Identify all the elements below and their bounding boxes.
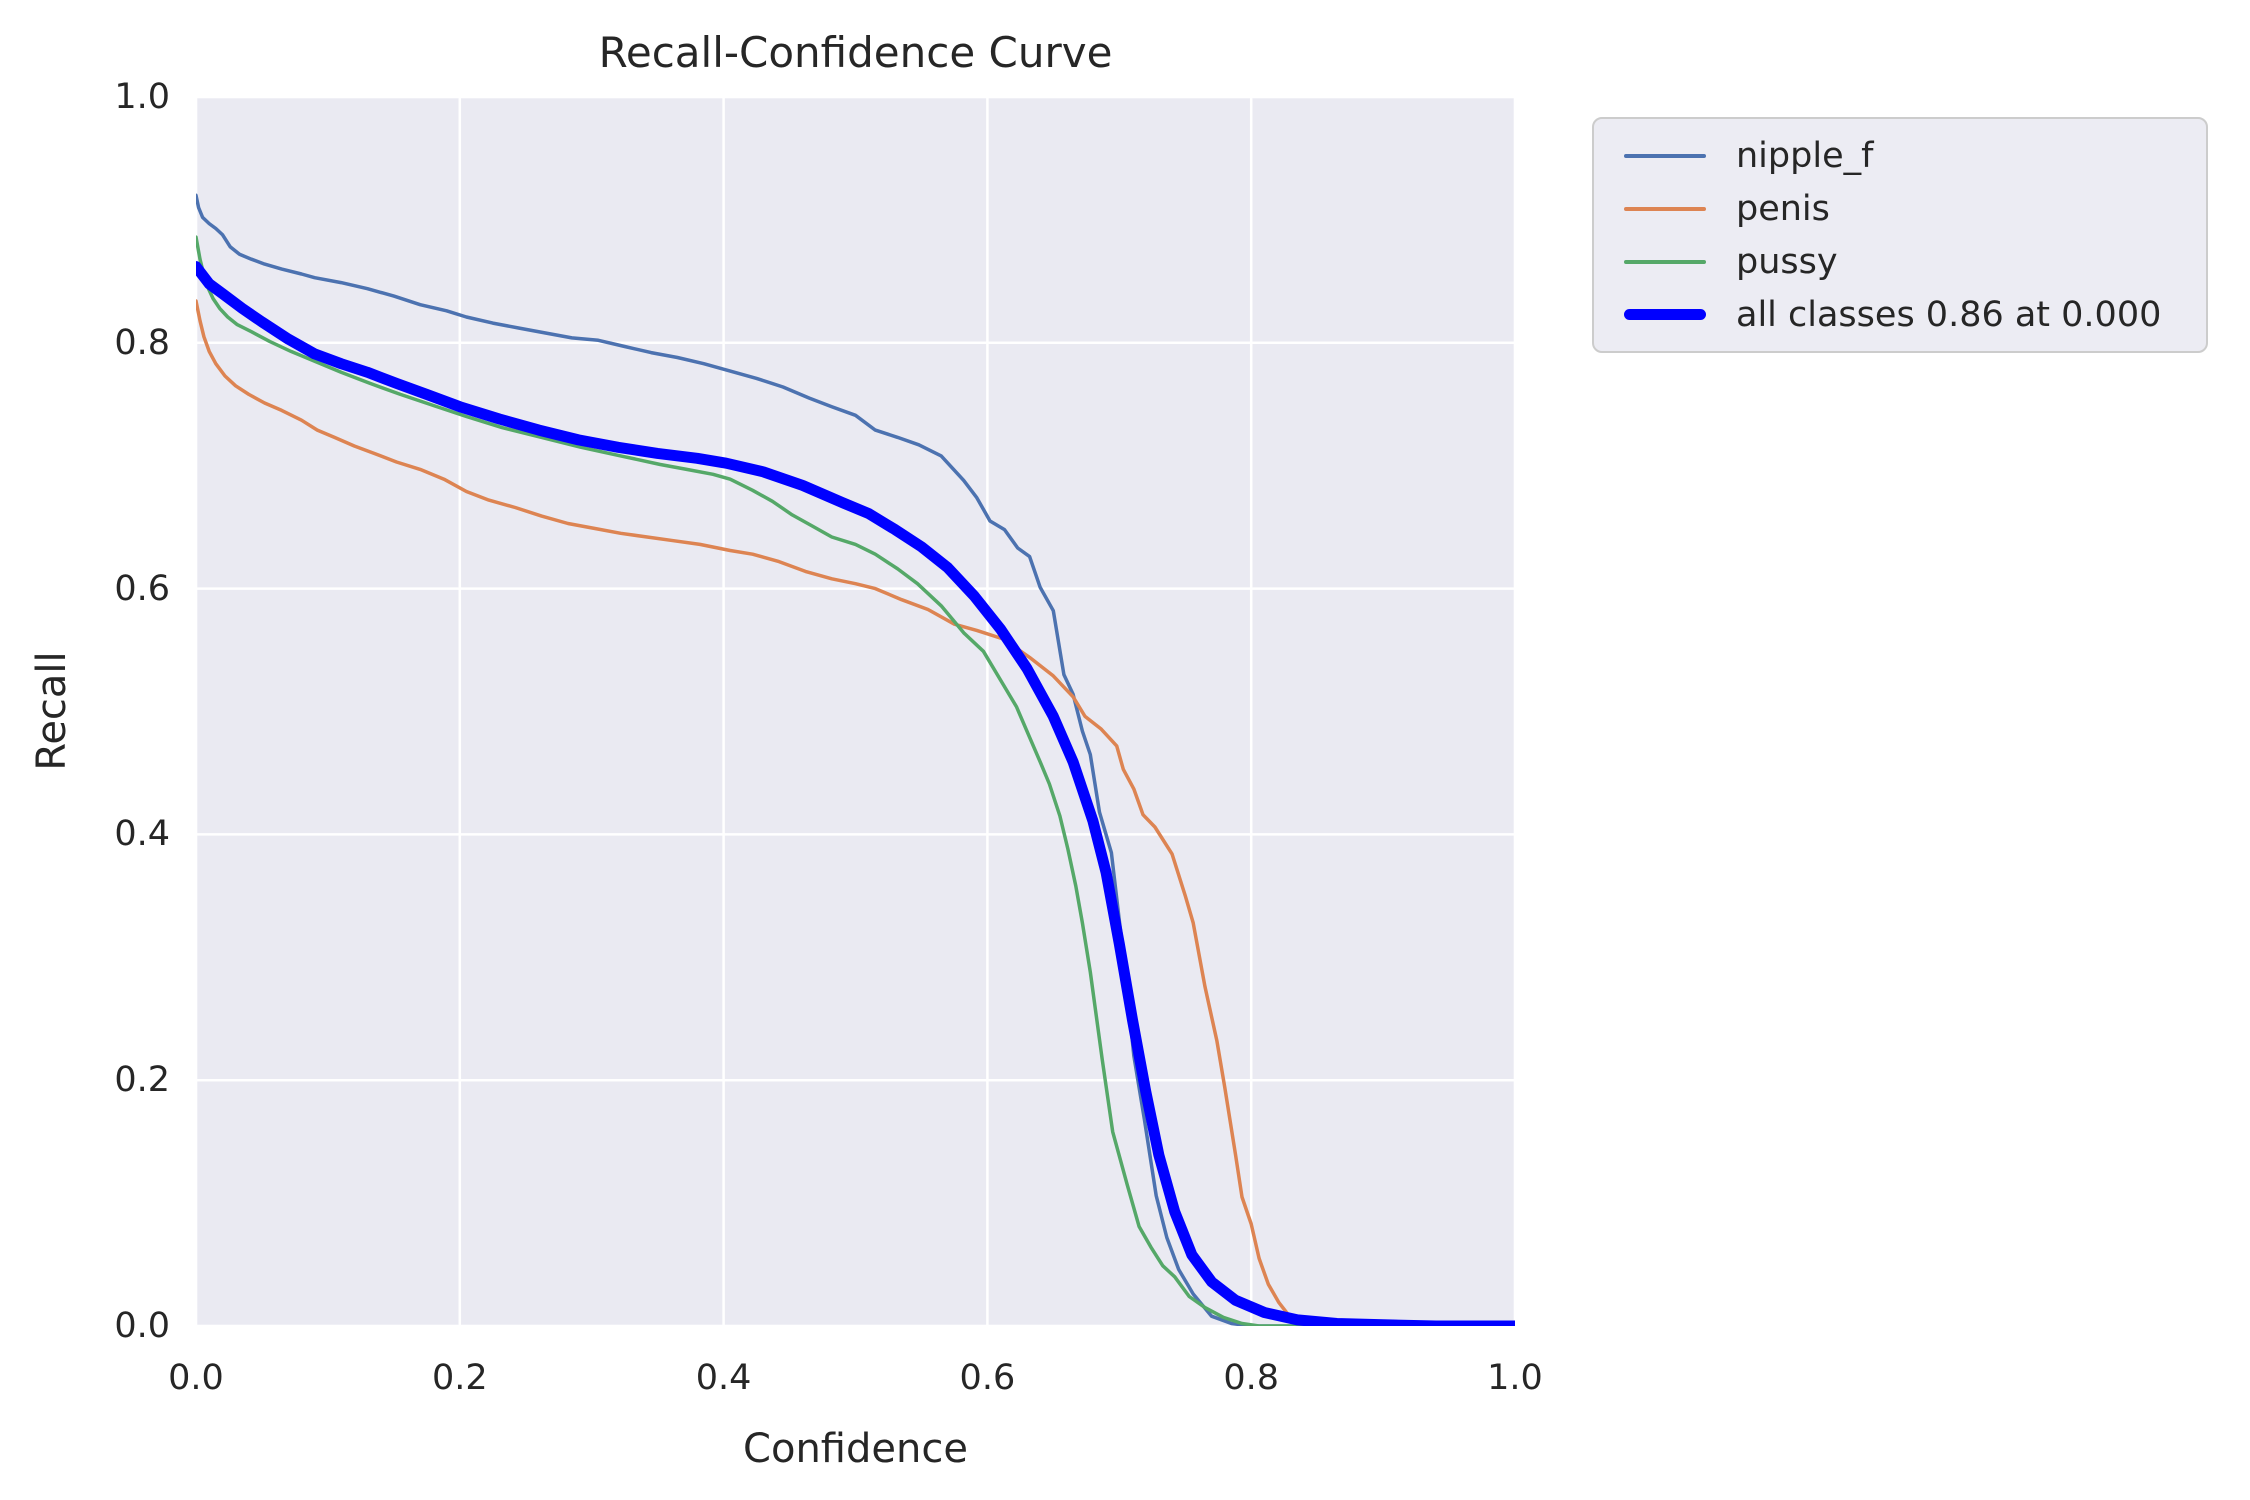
x-tick-label-0.8: 0.8	[1223, 1358, 1280, 1398]
y-tick-label-1.0: 1.0	[114, 77, 170, 117]
plot-area-background	[196, 97, 1515, 1326]
series-line-penis	[196, 299, 1515, 1326]
grid-lines	[194, 95, 1517, 1328]
legend-line-swatch-icon	[1624, 259, 1706, 264]
legend-label: pussy	[1736, 241, 1838, 282]
legend-item-pussy: pussy	[1624, 242, 2196, 282]
y-tick-label-0.4: 0.4	[114, 814, 170, 855]
y-axis-label: Recall	[29, 651, 75, 771]
y-tick-label-0.8: 0.8	[114, 322, 170, 363]
legend-item-penis: penis	[1624, 189, 2196, 229]
x-axis-label: Confidence	[743, 1426, 968, 1472]
legend-line-swatch-icon	[1624, 153, 1706, 158]
legend-line-swatch-icon	[1624, 309, 1706, 320]
y-tick-label-0.2: 0.2	[114, 1060, 170, 1101]
legend-label: all classes 0.86 at 0.000	[1736, 294, 2162, 335]
legend-label: penis	[1736, 188, 1830, 229]
legend-swatch-wrap	[1624, 259, 1706, 264]
series-lines	[196, 193, 1515, 1326]
legend-label: nipple_f	[1736, 135, 1874, 176]
legend-swatch-wrap	[1624, 206, 1706, 211]
y-tick-label-0.0: 0.0	[114, 1306, 170, 1346]
y-tick-label-0.6: 0.6	[114, 568, 170, 609]
series-line-pussy	[196, 235, 1515, 1326]
legend-swatch-wrap	[1624, 309, 1706, 320]
x-tick-label-0.2: 0.2	[431, 1358, 488, 1398]
x-tick-label-0.4: 0.4	[695, 1358, 752, 1398]
series-line-all-classes-0-86-at-0-000	[196, 261, 1515, 1326]
chart-title: Recall-Confidence Curve	[598, 28, 1113, 77]
x-tick-label-1.0: 1.0	[1487, 1358, 1543, 1398]
legend-swatch-wrap	[1624, 153, 1706, 158]
x-tick-label-0.6: 0.6	[959, 1358, 1016, 1398]
legend-line-swatch-icon	[1624, 206, 1706, 211]
legend-item-nipple-f: nipple_f	[1624, 136, 2196, 176]
x-tick-label-0.0: 0.0	[168, 1358, 224, 1398]
legend-item-all-classes-0-86-at-0-000: all classes 0.86 at 0.000	[1624, 295, 2196, 335]
